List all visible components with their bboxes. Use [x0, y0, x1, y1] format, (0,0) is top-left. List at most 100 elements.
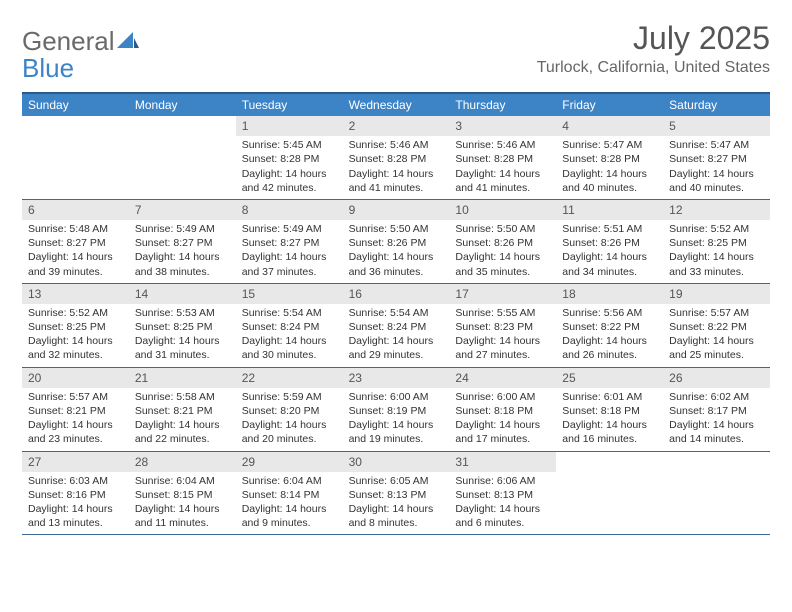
daylight-text: Daylight: 14 hours and 40 minutes.	[669, 167, 764, 195]
day-number: 11	[556, 200, 663, 220]
day-number: 2	[343, 116, 450, 136]
sunrise-text: Sunrise: 5:59 AM	[242, 390, 337, 404]
day-body: Sunrise: 5:48 AMSunset: 8:27 PMDaylight:…	[22, 220, 129, 283]
month-title: July 2025	[537, 20, 770, 57]
daylight-text: Daylight: 14 hours and 25 minutes.	[669, 334, 764, 362]
day-number: 29	[236, 452, 343, 472]
week-row: 20Sunrise: 5:57 AMSunset: 8:21 PMDayligh…	[22, 368, 770, 452]
sunset-text: Sunset: 8:21 PM	[135, 404, 230, 418]
week-row: 1Sunrise: 5:45 AMSunset: 8:28 PMDaylight…	[22, 116, 770, 200]
day-cell: 15Sunrise: 5:54 AMSunset: 8:24 PMDayligh…	[236, 284, 343, 367]
sunrise-text: Sunrise: 5:46 AM	[349, 138, 444, 152]
day-headers-row: SundayMondayTuesdayWednesdayThursdayFrid…	[22, 92, 770, 116]
day-body: Sunrise: 5:50 AMSunset: 8:26 PMDaylight:…	[449, 220, 556, 283]
day-body: Sunrise: 5:53 AMSunset: 8:25 PMDaylight:…	[129, 304, 236, 367]
day-cell: 26Sunrise: 6:02 AMSunset: 8:17 PMDayligh…	[663, 368, 770, 451]
daylight-text: Daylight: 14 hours and 9 minutes.	[242, 502, 337, 530]
day-cell: 30Sunrise: 6:05 AMSunset: 8:13 PMDayligh…	[343, 452, 450, 535]
daylight-text: Daylight: 14 hours and 20 minutes.	[242, 418, 337, 446]
sunset-text: Sunset: 8:28 PM	[562, 152, 657, 166]
day-body: Sunrise: 6:01 AMSunset: 8:18 PMDaylight:…	[556, 388, 663, 451]
sunset-text: Sunset: 8:22 PM	[562, 320, 657, 334]
sunrise-text: Sunrise: 6:04 AM	[242, 474, 337, 488]
day-header: Tuesday	[236, 94, 343, 116]
day-cell: 14Sunrise: 5:53 AMSunset: 8:25 PMDayligh…	[129, 284, 236, 367]
day-body: Sunrise: 5:54 AMSunset: 8:24 PMDaylight:…	[236, 304, 343, 367]
sunset-text: Sunset: 8:23 PM	[455, 320, 550, 334]
day-cell: 6Sunrise: 5:48 AMSunset: 8:27 PMDaylight…	[22, 200, 129, 283]
day-cell: 1Sunrise: 5:45 AMSunset: 8:28 PMDaylight…	[236, 116, 343, 199]
day-body: Sunrise: 5:45 AMSunset: 8:28 PMDaylight:…	[236, 136, 343, 199]
sunrise-text: Sunrise: 5:52 AM	[669, 222, 764, 236]
day-body: Sunrise: 5:57 AMSunset: 8:22 PMDaylight:…	[663, 304, 770, 367]
sunset-text: Sunset: 8:28 PM	[242, 152, 337, 166]
day-body: Sunrise: 6:00 AMSunset: 8:18 PMDaylight:…	[449, 388, 556, 451]
day-header: Wednesday	[343, 94, 450, 116]
title-block: July 2025 Turlock, California, United St…	[537, 20, 770, 77]
day-cell: 13Sunrise: 5:52 AMSunset: 8:25 PMDayligh…	[22, 284, 129, 367]
day-cell: 24Sunrise: 6:00 AMSunset: 8:18 PMDayligh…	[449, 368, 556, 451]
day-cell: 29Sunrise: 6:04 AMSunset: 8:14 PMDayligh…	[236, 452, 343, 535]
day-number: 9	[343, 200, 450, 220]
daylight-text: Daylight: 14 hours and 8 minutes.	[349, 502, 444, 530]
sunset-text: Sunset: 8:13 PM	[349, 488, 444, 502]
logo: General Blue	[22, 28, 139, 82]
daylight-text: Daylight: 14 hours and 26 minutes.	[562, 334, 657, 362]
day-number: 7	[129, 200, 236, 220]
calendar: SundayMondayTuesdayWednesdayThursdayFrid…	[22, 92, 770, 535]
day-cell: 21Sunrise: 5:58 AMSunset: 8:21 PMDayligh…	[129, 368, 236, 451]
day-cell: 17Sunrise: 5:55 AMSunset: 8:23 PMDayligh…	[449, 284, 556, 367]
daylight-text: Daylight: 14 hours and 16 minutes.	[562, 418, 657, 446]
sunrise-text: Sunrise: 5:54 AM	[242, 306, 337, 320]
daylight-text: Daylight: 14 hours and 41 minutes.	[349, 167, 444, 195]
sunrise-text: Sunrise: 5:49 AM	[242, 222, 337, 236]
day-body: Sunrise: 5:46 AMSunset: 8:28 PMDaylight:…	[449, 136, 556, 199]
daylight-text: Daylight: 14 hours and 14 minutes.	[669, 418, 764, 446]
day-body: Sunrise: 5:52 AMSunset: 8:25 PMDaylight:…	[663, 220, 770, 283]
day-number: 28	[129, 452, 236, 472]
sunrise-text: Sunrise: 5:45 AM	[242, 138, 337, 152]
daylight-text: Daylight: 14 hours and 17 minutes.	[455, 418, 550, 446]
day-body: Sunrise: 5:47 AMSunset: 8:28 PMDaylight:…	[556, 136, 663, 199]
sunrise-text: Sunrise: 5:48 AM	[28, 222, 123, 236]
sunrise-text: Sunrise: 5:49 AM	[135, 222, 230, 236]
sunset-text: Sunset: 8:27 PM	[242, 236, 337, 250]
day-cell: 12Sunrise: 5:52 AMSunset: 8:25 PMDayligh…	[663, 200, 770, 283]
weeks: 1Sunrise: 5:45 AMSunset: 8:28 PMDaylight…	[22, 116, 770, 535]
day-number: 23	[343, 368, 450, 388]
sunset-text: Sunset: 8:20 PM	[242, 404, 337, 418]
day-cell: 11Sunrise: 5:51 AMSunset: 8:26 PMDayligh…	[556, 200, 663, 283]
sunrise-text: Sunrise: 5:51 AM	[562, 222, 657, 236]
day-cell: 16Sunrise: 5:54 AMSunset: 8:24 PMDayligh…	[343, 284, 450, 367]
daylight-text: Daylight: 14 hours and 32 minutes.	[28, 334, 123, 362]
day-number: 17	[449, 284, 556, 304]
sunset-text: Sunset: 8:22 PM	[669, 320, 764, 334]
daylight-text: Daylight: 14 hours and 36 minutes.	[349, 250, 444, 278]
day-number: 12	[663, 200, 770, 220]
sunrise-text: Sunrise: 6:05 AM	[349, 474, 444, 488]
day-cell: 18Sunrise: 5:56 AMSunset: 8:22 PMDayligh…	[556, 284, 663, 367]
day-cell: 23Sunrise: 6:00 AMSunset: 8:19 PMDayligh…	[343, 368, 450, 451]
day-header: Monday	[129, 94, 236, 116]
day-cell	[663, 452, 770, 535]
day-body: Sunrise: 6:06 AMSunset: 8:13 PMDaylight:…	[449, 472, 556, 535]
daylight-text: Daylight: 14 hours and 35 minutes.	[455, 250, 550, 278]
daylight-text: Daylight: 14 hours and 29 minutes.	[349, 334, 444, 362]
day-number: 14	[129, 284, 236, 304]
sunset-text: Sunset: 8:16 PM	[28, 488, 123, 502]
logo-text-general: General	[22, 26, 115, 56]
week-row: 6Sunrise: 5:48 AMSunset: 8:27 PMDaylight…	[22, 200, 770, 284]
day-body: Sunrise: 5:51 AMSunset: 8:26 PMDaylight:…	[556, 220, 663, 283]
week-row: 27Sunrise: 6:03 AMSunset: 8:16 PMDayligh…	[22, 452, 770, 536]
day-cell: 25Sunrise: 6:01 AMSunset: 8:18 PMDayligh…	[556, 368, 663, 451]
day-body: Sunrise: 6:00 AMSunset: 8:19 PMDaylight:…	[343, 388, 450, 451]
day-body: Sunrise: 5:59 AMSunset: 8:20 PMDaylight:…	[236, 388, 343, 451]
sunset-text: Sunset: 8:28 PM	[455, 152, 550, 166]
sunrise-text: Sunrise: 5:57 AM	[28, 390, 123, 404]
day-body: Sunrise: 6:04 AMSunset: 8:14 PMDaylight:…	[236, 472, 343, 535]
sunrise-text: Sunrise: 6:00 AM	[455, 390, 550, 404]
sunrise-text: Sunrise: 5:52 AM	[28, 306, 123, 320]
day-cell: 28Sunrise: 6:04 AMSunset: 8:15 PMDayligh…	[129, 452, 236, 535]
day-number: 15	[236, 284, 343, 304]
sunrise-text: Sunrise: 5:58 AM	[135, 390, 230, 404]
